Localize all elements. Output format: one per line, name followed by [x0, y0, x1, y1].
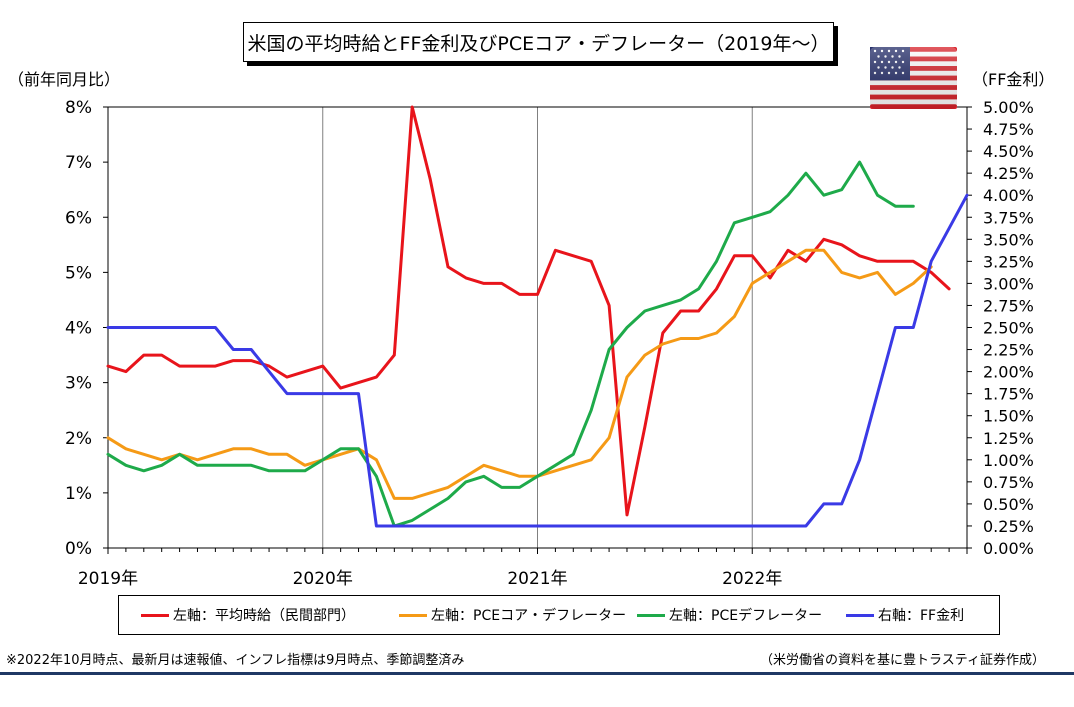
left-axis-unit: （前年同月比） [8, 70, 121, 89]
right-tick-label: 3.00% [983, 274, 1034, 293]
legend-item-wage: 左軸：平均時給（民間部門） [141, 605, 355, 625]
left-tick-label: 5% [65, 263, 92, 283]
left-tick-label: 2% [65, 429, 92, 449]
x-tick-label: 2019年 [78, 569, 138, 589]
right-tick-label: 2.25% [983, 341, 1034, 360]
left-tick-label: 3% [65, 374, 92, 394]
x-tick-label: 2020年 [293, 569, 353, 589]
right-tick-label: 3.25% [983, 252, 1034, 271]
legend: 左軸：平均時給（民間部門） 左軸：PCEコア・デフレーター 左軸：PCEデフレー… [118, 595, 1000, 635]
right-tick-label: 1.75% [983, 385, 1034, 404]
right-tick-label: 0.50% [983, 495, 1034, 514]
right-tick-label: 0.25% [983, 517, 1034, 536]
legend-swatch-wage [141, 613, 169, 617]
right-tick-label: 3.50% [983, 230, 1034, 249]
legend-item-pce: 左軸：PCEデフレーター [637, 605, 822, 625]
right-tick-label: 2.00% [983, 363, 1034, 382]
legend-label-pce-core: 左軸：PCEコア・デフレーター [431, 608, 627, 624]
right-tick-label: 1.25% [983, 429, 1034, 448]
legend-label-pce: 左軸：PCEデフレーター [669, 608, 823, 624]
right-tick-label: 4.00% [983, 186, 1034, 205]
legend-swatch-pce [637, 613, 665, 617]
chart-title: 米国の平均時給とFF金利及びPCEコア・デフレーター（2019年～） [243, 22, 834, 62]
right-tick-label: 4.25% [983, 164, 1034, 183]
right-tick-label: 0.00% [983, 539, 1034, 558]
right-tick-label: 4.75% [983, 120, 1034, 139]
left-tick-label: 6% [65, 208, 92, 228]
right-tick-label: 2.75% [983, 296, 1034, 315]
right-tick-label: 3.75% [983, 208, 1034, 227]
legend-label-ff: 右軸：FF金利 [878, 608, 965, 624]
x-tick-label: 2022年 [722, 569, 782, 589]
right-tick-label: 5.00% [983, 98, 1034, 117]
legend-item-ff: 右軸：FF金利 [846, 605, 964, 625]
series-wage-line [106, 105, 951, 517]
legend-swatch-ff [846, 613, 874, 617]
series-pce-line [106, 160, 915, 528]
left-tick-label: 7% [65, 153, 92, 173]
series-ff-line [106, 193, 969, 528]
us-flag-icon [870, 47, 957, 109]
right-tick-label: 2.50% [983, 319, 1034, 338]
footnote-right: （米労働省の資料を基に豊トラスティ証券作成） [760, 653, 1045, 668]
legend-item-pce-core: 左軸：PCEコア・デフレーター [399, 605, 626, 625]
series-pce-core-line [106, 248, 933, 500]
left-tick-label: 8% [65, 98, 92, 118]
right-tick-label: 1.50% [983, 407, 1034, 426]
legend-label-wage: 左軸：平均時給（民間部門） [173, 608, 355, 624]
left-tick-label: 0% [65, 539, 92, 559]
right-tick-label: 4.50% [983, 142, 1034, 161]
x-tick-label: 2021年 [507, 569, 567, 589]
right-tick-label: 0.75% [983, 473, 1034, 492]
right-axis-unit: （FF金利） [972, 70, 1055, 89]
bottom-rule [0, 672, 1074, 675]
left-tick-label: 4% [65, 319, 92, 339]
right-tick-label: 1.00% [983, 451, 1034, 470]
legend-swatch-pce-core [399, 613, 427, 617]
left-tick-label: 1% [65, 484, 92, 504]
footnote-left: ※2022年10月時点、最新月は速報値、インフレ指標は9月時点、季節調整済み [6, 653, 465, 668]
